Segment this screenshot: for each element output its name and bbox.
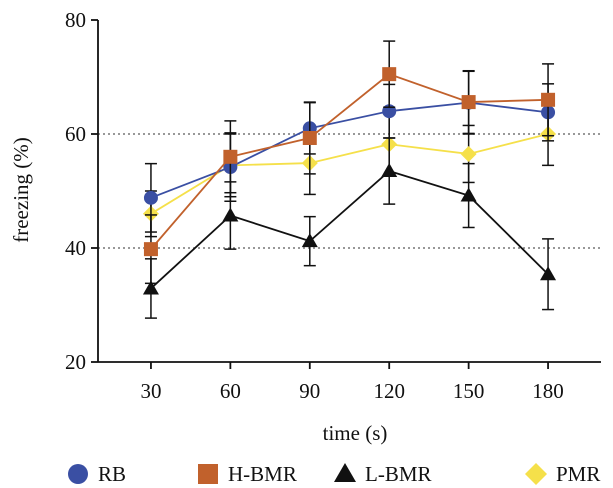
legend-label-pmr: PMR <box>556 462 600 486</box>
legend-item-pmr: PMR <box>525 462 600 486</box>
point-l-bmr-180 <box>540 266 557 281</box>
point-h-bmr-30 <box>143 242 158 257</box>
point-l-bmr-150 <box>460 187 477 202</box>
y-tick-label-60: 60 <box>65 122 86 146</box>
x-tick-label-60: 60 <box>220 379 241 403</box>
legend-marker-rb <box>68 464 88 484</box>
legend-marker-pmr <box>525 463 547 485</box>
point-l-bmr-90 <box>301 233 318 248</box>
x-tick-label-120: 120 <box>373 379 405 403</box>
point-h-bmr-60 <box>223 149 238 164</box>
legend-label-h-bmr: H-BMR <box>228 462 297 486</box>
y-axis-label: freezing (%) <box>9 137 33 243</box>
line-h-bmr <box>150 73 549 250</box>
x-tick-label-30: 30 <box>140 379 161 403</box>
point-rb-30 <box>143 190 158 205</box>
point-l-bmr-60 <box>222 207 239 222</box>
legend-label-rb: RB <box>98 462 126 486</box>
gridlines <box>98 133 601 249</box>
series-group <box>142 40 557 319</box>
legend-marker-l-bmr <box>334 463 356 482</box>
x-tick-label-90: 90 <box>299 379 320 403</box>
series-rb <box>143 70 556 233</box>
point-h-bmr-90 <box>302 130 317 145</box>
point-h-bmr-180 <box>541 92 556 107</box>
line-l-bmr <box>150 170 549 290</box>
x-tick-label-150: 150 <box>453 379 485 403</box>
legend-item-rb: RB <box>68 462 126 486</box>
point-l-bmr-120 <box>381 163 398 178</box>
point-l-bmr-30 <box>142 280 159 295</box>
y-tick-label-80: 80 <box>65 8 86 32</box>
series-h-bmr <box>143 40 556 285</box>
series-l-bmr <box>142 137 557 319</box>
legend-item-l-bmr: L-BMR <box>334 462 432 486</box>
y-tick-label-40: 40 <box>65 236 86 260</box>
y-tick-label-20: 20 <box>65 350 86 374</box>
axes: 20 40 60 80 30 60 90 120 150 180 <box>65 8 601 403</box>
point-pmr-150 <box>460 145 477 162</box>
x-tick-label-180: 180 <box>532 379 564 403</box>
legend-marker-h-bmr <box>198 464 218 484</box>
legend-item-h-bmr: H-BMR <box>198 462 297 486</box>
legend: RB H-BMR L-BMR PMR <box>68 462 600 486</box>
line-rb <box>150 101 549 199</box>
point-h-bmr-150 <box>461 95 476 110</box>
point-h-bmr-120 <box>382 67 397 82</box>
legend-label-l-bmr: L-BMR <box>365 462 432 486</box>
series-pmr <box>142 101 557 238</box>
x-axis-label: time (s) <box>323 421 388 445</box>
